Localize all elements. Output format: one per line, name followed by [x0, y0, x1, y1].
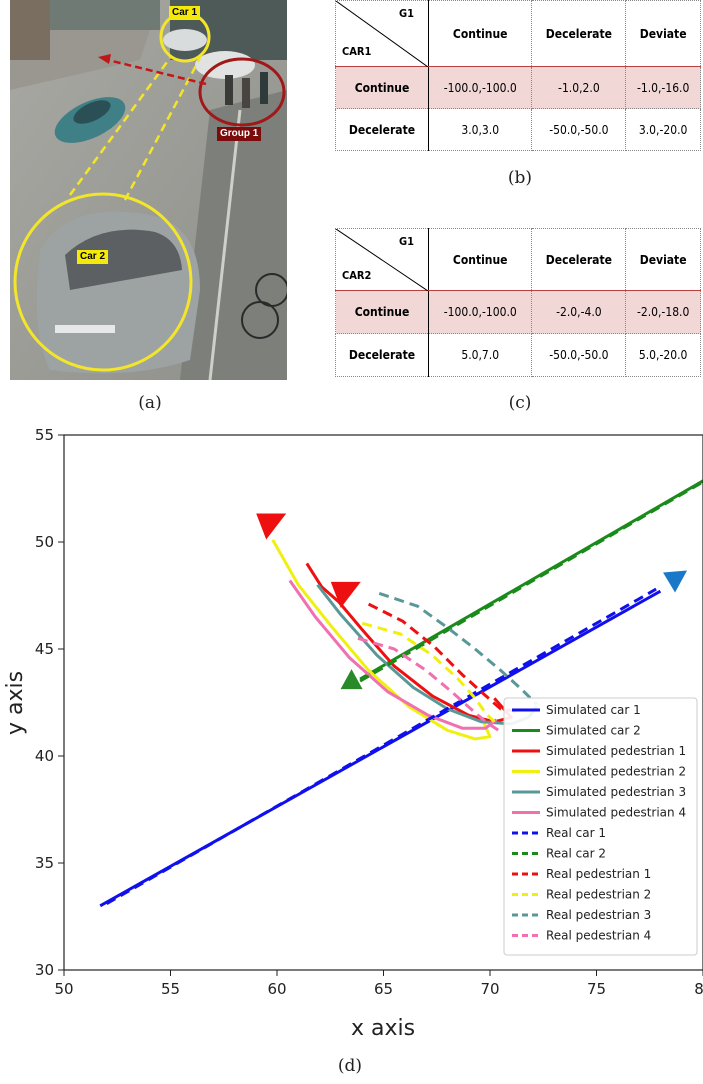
series-line-8 — [359, 480, 703, 683]
table-row: Decelerate 5.0,7.0 -50.0,-50.0 5.0,-20.0 — [335, 333, 701, 377]
car-path-line-right — [123, 57, 202, 201]
y-tick-label: 45 — [35, 640, 54, 658]
legend-label: Simulated car 1 — [546, 703, 641, 717]
y-tick-label: 35 — [35, 854, 54, 872]
traffic-scene — [10, 0, 287, 380]
payoff-cell: -50.0,-50.0 — [531, 108, 627, 151]
caption-c: (c) — [508, 393, 532, 413]
legend-box — [503, 697, 698, 956]
series-line-6 — [288, 579, 498, 730]
series-line-4 — [271, 539, 492, 741]
legend-label: Real pedestrian 2 — [546, 888, 651, 902]
column-header: Deviate — [625, 0, 701, 67]
caption-a: (a) — [138, 393, 162, 413]
corner-column-label: G1 — [398, 235, 414, 248]
group-path-arrowhead — [98, 54, 111, 64]
series-line-2 — [359, 479, 703, 681]
traffic-photo: Car 1 Group 1 Car 2 — [10, 0, 287, 380]
caption-d: (d) — [337, 1056, 363, 1076]
plot-markers — [256, 513, 688, 690]
trajectory-marker-2 — [330, 581, 361, 608]
x-axis-ticks: 50 55 60 65 70 75 8 — [54, 970, 703, 998]
trajectory-marker-1 — [256, 513, 287, 540]
legend-label: Simulated pedestrian 3 — [546, 785, 686, 799]
legend-label: Real car 1 — [546, 826, 606, 840]
y-tick-label: 55 — [35, 426, 54, 444]
series-line-10 — [361, 621, 496, 723]
y-tick-label: 30 — [35, 961, 54, 979]
payoff-cell: -2.0,-4.0 — [531, 290, 627, 334]
group-1-circle — [198, 57, 286, 127]
y-axis-title: y axis — [3, 671, 28, 735]
payoff-cell: -2.0,-18.0 — [625, 290, 701, 334]
legend-label: Real pedestrian 4 — [546, 929, 651, 943]
group-path-line — [107, 58, 207, 86]
corner-column-label: G1 — [398, 7, 414, 20]
payoff-table-car2: G1 CAR2 Continue Decelerate Deviate Cont… — [335, 228, 701, 377]
x-tick-label: 50 — [54, 980, 73, 998]
y-tick-label: 40 — [35, 747, 54, 765]
legend-label: Simulated car 2 — [546, 724, 641, 738]
x-axis-title: x axis — [351, 1016, 415, 1041]
row-header: Decelerate — [335, 108, 429, 151]
trajectory-marker-3 — [340, 669, 363, 690]
table-corner-cell: G1 CAR2 — [335, 228, 429, 291]
payoff-table-car1: G1 CAR1 Continue Decelerate Deviate Cont… — [335, 0, 701, 151]
column-header: Continue — [427, 0, 533, 67]
x-tick-label: 75 — [587, 980, 606, 998]
trajectory-chart: 50 55 60 65 70 75 8 30 35 40 45 50 55 x axis y axis… — [3, 426, 703, 1041]
corner-diagonal — [336, 1, 428, 67]
payoff-cell: 5.0,-20.0 — [625, 333, 701, 377]
legend-label: Simulated pedestrian 2 — [546, 765, 686, 779]
legend-label: Real pedestrian 1 — [546, 867, 651, 881]
x-tick-label: 70 — [480, 980, 499, 998]
group-1-label: Group 1 — [217, 127, 262, 141]
column-header: Deviate — [625, 228, 701, 291]
series-line-9 — [367, 602, 516, 713]
legend-label: Real car 2 — [546, 847, 606, 861]
x-tick-label: 60 — [267, 980, 286, 998]
legend-label: Simulated pedestrian 1 — [546, 744, 686, 758]
column-header: Continue — [427, 228, 533, 291]
payoff-cell: -1.0,2.0 — [531, 66, 627, 109]
table-row: Continue -100.0,-100.0 -1.0,2.0 -1.0,-16… — [335, 66, 701, 109]
car-2-circle — [13, 192, 193, 372]
payoff-cell: 3.0,3.0 — [427, 108, 533, 151]
series-line-12 — [357, 636, 500, 732]
x-tick-label: 8 — [694, 980, 703, 998]
row-header: Continue — [335, 66, 429, 109]
table-row: Decelerate 3.0,3.0 -50.0,-50.0 3.0,-20.0 — [335, 108, 701, 151]
caption-b: (b) — [507, 168, 533, 188]
corner-row-label: CAR1 — [342, 45, 372, 58]
row-header: Continue — [335, 290, 429, 334]
legend-label: Simulated pedestrian 4 — [546, 806, 686, 820]
corner-row-label: CAR2 — [342, 269, 372, 282]
series-line-11 — [378, 591, 538, 706]
row-header: Decelerate — [335, 333, 429, 377]
payoff-cell: 5.0,7.0 — [427, 333, 533, 377]
trajectory-marker-4 — [663, 570, 688, 593]
payoff-cell: -100.0,-100.0 — [427, 290, 533, 334]
payoff-cell: 3.0,-20.0 — [625, 108, 701, 151]
corner-diagonal — [336, 229, 428, 291]
series-line-3 — [305, 562, 513, 724]
car-1-label: Car 1 — [169, 6, 201, 20]
table-corner-cell: G1 CAR1 — [335, 0, 429, 67]
legend: Simulated car 1 Simulated car 2 Simulated … — [503, 697, 698, 956]
column-header: Decelerate — [531, 0, 627, 67]
x-tick-label: 65 — [374, 980, 393, 998]
car-2-label: Car 2 — [77, 250, 109, 264]
payoff-cell: -1.0,-16.0 — [625, 66, 701, 109]
x-tick-label: 55 — [161, 980, 180, 998]
series-line-7 — [105, 587, 657, 906]
payoff-cell: -100.0,-100.0 — [427, 66, 533, 109]
legend-label: Real pedestrian 3 — [546, 908, 651, 922]
column-header: Decelerate — [531, 228, 627, 291]
y-tick-label: 50 — [35, 533, 54, 551]
payoff-cell: -50.0,-50.0 — [531, 333, 627, 377]
table-row: Continue -100.0,-100.0 -2.0,-4.0 -2.0,-1… — [335, 290, 701, 334]
car-path-line-left — [68, 57, 172, 196]
y-axis-ticks: 30 35 40 45 50 55 — [35, 426, 64, 979]
car-1-shape — [163, 29, 207, 51]
